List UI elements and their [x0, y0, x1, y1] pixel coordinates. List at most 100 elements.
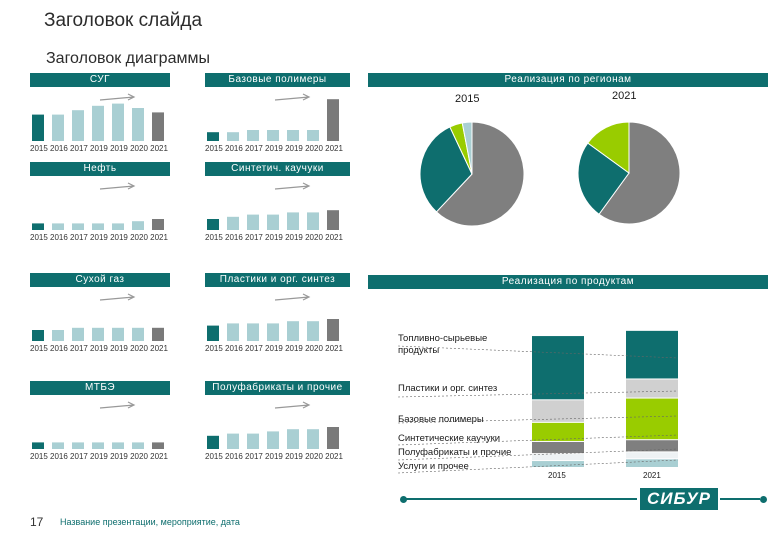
bar-2019 — [267, 323, 279, 341]
legend-semi: Полуфабрикаты и прочие — [398, 447, 512, 458]
bar-2017 — [72, 110, 84, 141]
leader-line — [397, 390, 679, 398]
mini-chart-title: МТБЭ — [30, 381, 170, 395]
pie-slice — [420, 126, 473, 213]
bar-2020 — [307, 130, 319, 141]
bar-2016 — [227, 433, 239, 449]
leader-line — [397, 448, 679, 461]
chart-title: Заголовок диаграммы — [46, 50, 210, 67]
slide-title: Заголовок слайда — [44, 10, 203, 31]
pie-slice — [435, 122, 525, 227]
stack-segment — [626, 440, 678, 452]
legend-rubbers: Синтетические каучуки — [398, 433, 501, 444]
pie-2015-label: 2015 — [455, 93, 480, 105]
bar-2015 — [32, 330, 44, 341]
footer-line-left — [405, 498, 637, 500]
bar-2017 — [247, 130, 259, 141]
bar-2019 — [92, 442, 104, 449]
bar-2019 — [287, 321, 299, 341]
stack-segment — [532, 461, 584, 467]
trend-arrow-icon — [99, 293, 136, 301]
sibur-logo: СИБУР — [640, 488, 718, 510]
pie-slice — [461, 122, 473, 175]
bar-2020 — [132, 327, 144, 341]
leader-line — [397, 459, 679, 474]
mini-chart-title: Пластики и орг. синтез — [205, 273, 350, 287]
mini-year-labels: 2015 2016 2017 2019 2019 2020 2021 — [205, 144, 343, 153]
bar-2016 — [227, 323, 239, 341]
trend-arrow-icon — [274, 182, 311, 190]
bar-2020 — [307, 212, 319, 230]
bar-2019 — [287, 212, 299, 230]
trend-arrow-icon — [99, 93, 136, 101]
stack-segment — [532, 454, 584, 461]
bar-2019 — [112, 442, 124, 449]
bar-2019 — [92, 223, 104, 230]
trend-arrow-icon — [99, 182, 136, 190]
leader-line — [397, 415, 679, 424]
mini-year-labels: 2015 2016 2017 2019 2019 2020 2021 — [30, 233, 168, 242]
bar-2019 — [112, 103, 124, 141]
bar-2017 — [72, 223, 84, 230]
bar-2017 — [247, 433, 259, 449]
mini-year-labels: 2015 2016 2017 2019 2019 2020 2021 — [30, 144, 168, 153]
bar-2021 — [152, 219, 164, 230]
stack-segment — [532, 400, 584, 422]
bar-2019 — [267, 214, 279, 230]
pie-slice — [578, 142, 630, 215]
mini-year-labels: 2015 2016 2017 2019 2019 2020 2021 — [205, 452, 343, 461]
stack-segment — [626, 379, 678, 398]
mini-chart-title: Полуфабрикаты и прочие — [205, 381, 350, 395]
mini-bar-chart — [32, 293, 164, 341]
mini-chart-title: Базовые полимеры — [205, 73, 350, 87]
bar-2015 — [32, 114, 44, 141]
mini-bar-chart — [207, 182, 339, 230]
pie-slice — [587, 122, 630, 174]
bar-2015 — [207, 132, 219, 141]
bar-2021 — [327, 99, 339, 141]
bar-2020 — [132, 442, 144, 449]
trend-arrow-icon — [274, 93, 311, 101]
stack-segment — [626, 330, 678, 379]
stack-segment — [532, 422, 584, 441]
bar-2019 — [92, 327, 104, 341]
bar-2015 — [207, 325, 219, 341]
bar-2015 — [207, 435, 219, 449]
bar-2016 — [227, 132, 239, 141]
bar-2017 — [247, 214, 259, 230]
pie-2021 — [578, 122, 680, 224]
legend-services: Услуги и прочее — [398, 461, 469, 472]
mini-year-labels: 2015 2016 2017 2019 2019 2020 2021 — [205, 233, 343, 242]
mini-bar-chart — [207, 401, 339, 449]
bar-2019 — [267, 130, 279, 141]
legend-plastics: Пластики и орг. синтез — [398, 383, 498, 394]
bar-2015 — [32, 223, 44, 230]
trend-arrow-icon — [274, 401, 311, 409]
stack-segment — [626, 398, 678, 440]
pie-slice — [598, 122, 680, 224]
stack-cat-2021: 2021 — [643, 471, 661, 480]
bar-2016 — [52, 442, 64, 449]
mini-bar-chart — [32, 182, 164, 230]
bar-2021 — [152, 327, 164, 341]
products-band: Реализация по продуктам — [368, 275, 768, 289]
page-number: 17 — [30, 515, 44, 529]
stack-segment — [532, 441, 584, 454]
bar-2019 — [112, 223, 124, 230]
pie-2021-label: 2021 — [612, 90, 637, 102]
mini-bar-chart — [207, 293, 339, 341]
bar-2019 — [92, 105, 104, 141]
bar-2016 — [227, 216, 239, 230]
bar-2019 — [112, 327, 124, 341]
bar-2021 — [152, 112, 164, 141]
bar-2021 — [327, 319, 339, 341]
bar-2017 — [247, 323, 259, 341]
mini-chart-title: Синтетич. каучуки — [205, 162, 350, 176]
mini-bar-chart — [32, 401, 164, 449]
bar-2019 — [287, 130, 299, 141]
pie-2015 — [420, 122, 525, 227]
mini-year-labels: 2015 2016 2017 2019 2019 2020 2021 — [30, 452, 168, 461]
leader-line — [397, 434, 679, 446]
bar-2015 — [32, 442, 44, 449]
mini-chart-title: Сухой газ — [30, 273, 170, 287]
